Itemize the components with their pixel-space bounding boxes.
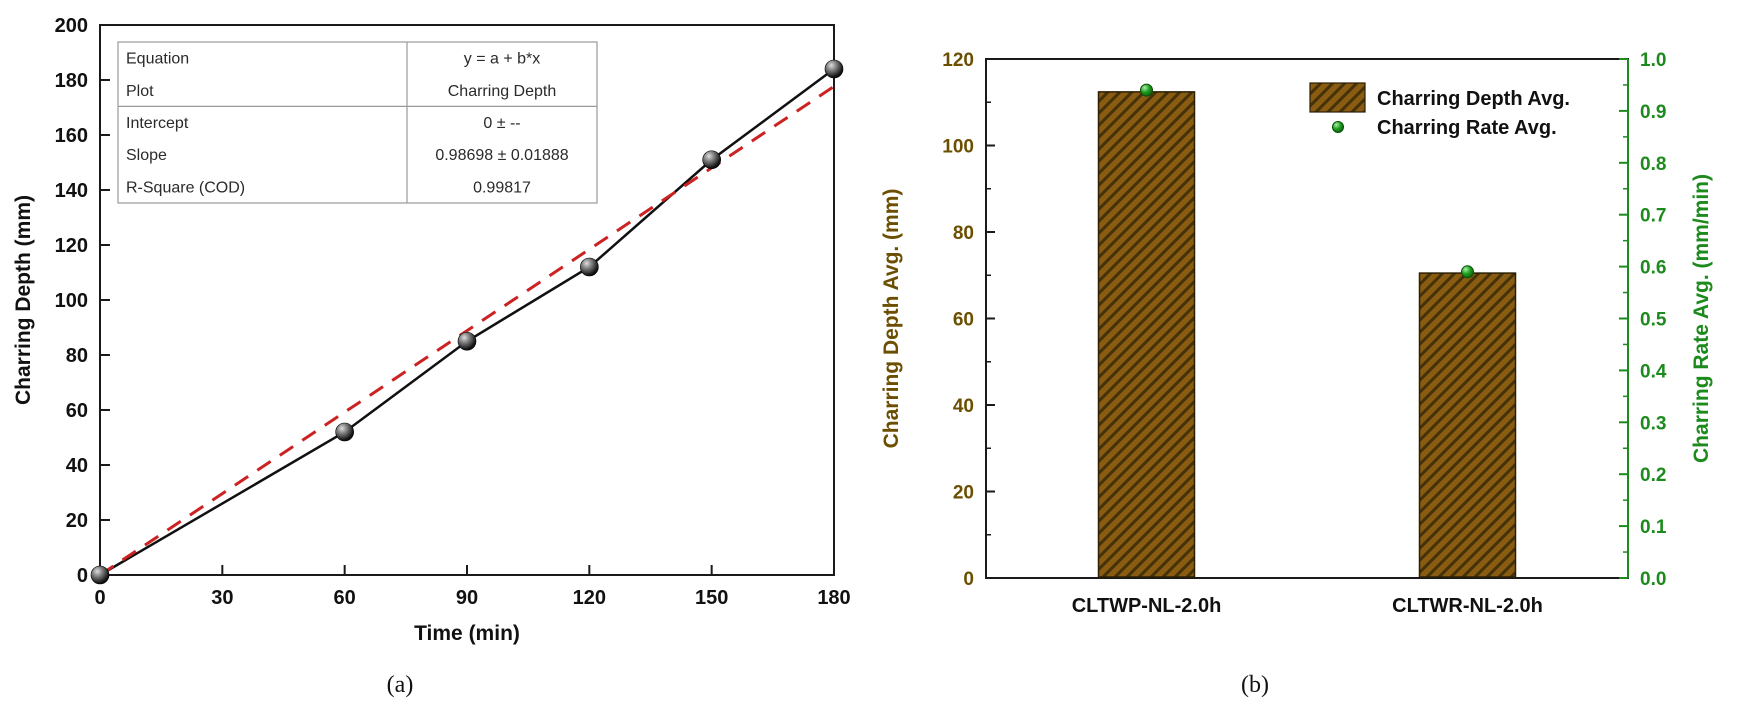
x-axis-title: Time (min) xyxy=(414,622,520,645)
y-tick-label: 100 xyxy=(55,290,88,312)
fit-table-border xyxy=(117,41,598,204)
y-tick-label: 60 xyxy=(66,400,88,422)
left-tick-label: 80 xyxy=(953,223,974,244)
left-tick-label: 60 xyxy=(953,310,974,331)
right-tick-label: 0.1 xyxy=(1640,517,1667,538)
y-tick-label: 120 xyxy=(55,235,88,257)
data-point xyxy=(824,59,844,79)
left-tick-label: 40 xyxy=(953,396,974,417)
charring-depth-line xyxy=(99,67,835,577)
fit-table-value: 0.99817 xyxy=(473,179,531,196)
x-tick-label: 30 xyxy=(211,587,233,609)
fit-table: Equation y = a + b*x Plot Charring Depth Int… xyxy=(117,41,598,204)
right-tick-label: 0.8 xyxy=(1640,154,1666,175)
right-tick-label: 0.4 xyxy=(1640,361,1667,382)
right-tick-label: 0.2 xyxy=(1640,465,1666,486)
y-tick-label: 180 xyxy=(55,70,88,92)
fit-table-label: Equation xyxy=(126,51,189,68)
fit-table-value: 0 ± -- xyxy=(483,115,520,132)
fit-table-label: Plot xyxy=(126,83,154,100)
right-tick-label: 0.7 xyxy=(1640,206,1666,227)
x-tick-label: 150 xyxy=(695,587,728,609)
legend-bar-swatch xyxy=(1309,82,1366,113)
fit-table-value: Charring Depth xyxy=(448,83,557,100)
fit-table-label: Intercept xyxy=(126,115,189,132)
category-label: CLTWR-NL-2.0h xyxy=(1392,595,1543,617)
x-tick-label: 90 xyxy=(456,587,478,609)
y-tick-label: 160 xyxy=(55,125,88,147)
bar-CLTWR-NL-2.0h xyxy=(1418,272,1517,578)
fit-table-value: y = a + b*x xyxy=(464,51,541,68)
legend: Charring Depth Avg. Charring Rate Avg. xyxy=(1309,82,1570,139)
right-tick-label: 0.3 xyxy=(1640,413,1666,434)
y-tick-label: 140 xyxy=(55,180,88,202)
y-axis-title: Charring Depth (mm) xyxy=(12,195,35,405)
y-tick-label: 80 xyxy=(66,345,88,367)
left-tick-label: 120 xyxy=(942,50,974,71)
right-axis-title: Charring Rate Avg. (mm/min) xyxy=(1690,174,1713,463)
y-tick-label: 200 xyxy=(55,15,88,37)
y-tick-label: 20 xyxy=(66,510,88,532)
data-point xyxy=(702,150,721,170)
left-tick-label: 20 xyxy=(953,483,974,504)
data-point xyxy=(90,565,110,585)
right-tick-label: 0.9 xyxy=(1640,102,1666,123)
chart-b: 0 20 40 60 80 100 120 Charring Depth Avg. (mm) 0… xyxy=(880,50,1713,617)
right-tick-label: 0.5 xyxy=(1640,310,1667,331)
caption-a: (a) xyxy=(386,672,414,698)
left-tick-label: 0 xyxy=(963,569,974,590)
caption-b: (b) xyxy=(1241,672,1269,698)
rate-dot xyxy=(1461,265,1474,279)
fit-table-label: Slope xyxy=(126,147,167,164)
chart-a: 0 20 40 60 80 100 120 140 160 180 200 0 30 60 90 120 150… xyxy=(12,15,851,645)
left-tick-label: 100 xyxy=(942,137,974,158)
y-tick-label: 40 xyxy=(66,455,88,477)
x-tick-label: 60 xyxy=(334,587,356,609)
rate-dot xyxy=(1140,83,1153,97)
right-tick-label: 0.0 xyxy=(1640,569,1666,590)
bar-CLTWP-NL-2.0h xyxy=(1097,91,1196,578)
fit-table-value: 0.98698 ± 0.01888 xyxy=(435,147,568,164)
x-tick-label: 180 xyxy=(817,587,850,609)
legend-label-rate: Charring Rate Avg. xyxy=(1377,117,1557,139)
right-tick-label: 1.0 xyxy=(1640,50,1666,71)
x-tick-label: 120 xyxy=(573,587,606,609)
data-point xyxy=(457,331,477,351)
y-tick-label: 0 xyxy=(77,565,88,587)
right-tick-label: 0.6 xyxy=(1640,258,1666,279)
category-label: CLTWP-NL-2.0h xyxy=(1072,595,1222,617)
data-point xyxy=(335,422,354,442)
left-axis-title: Charring Depth Avg. (mm) xyxy=(880,189,903,449)
x-tick-label: 0 xyxy=(94,587,105,609)
legend-dot-swatch xyxy=(1332,121,1344,133)
data-point xyxy=(580,257,599,277)
fit-table-label: R-Square (COD) xyxy=(126,179,245,196)
legend-label-depth: Charring Depth Avg. xyxy=(1377,88,1570,110)
